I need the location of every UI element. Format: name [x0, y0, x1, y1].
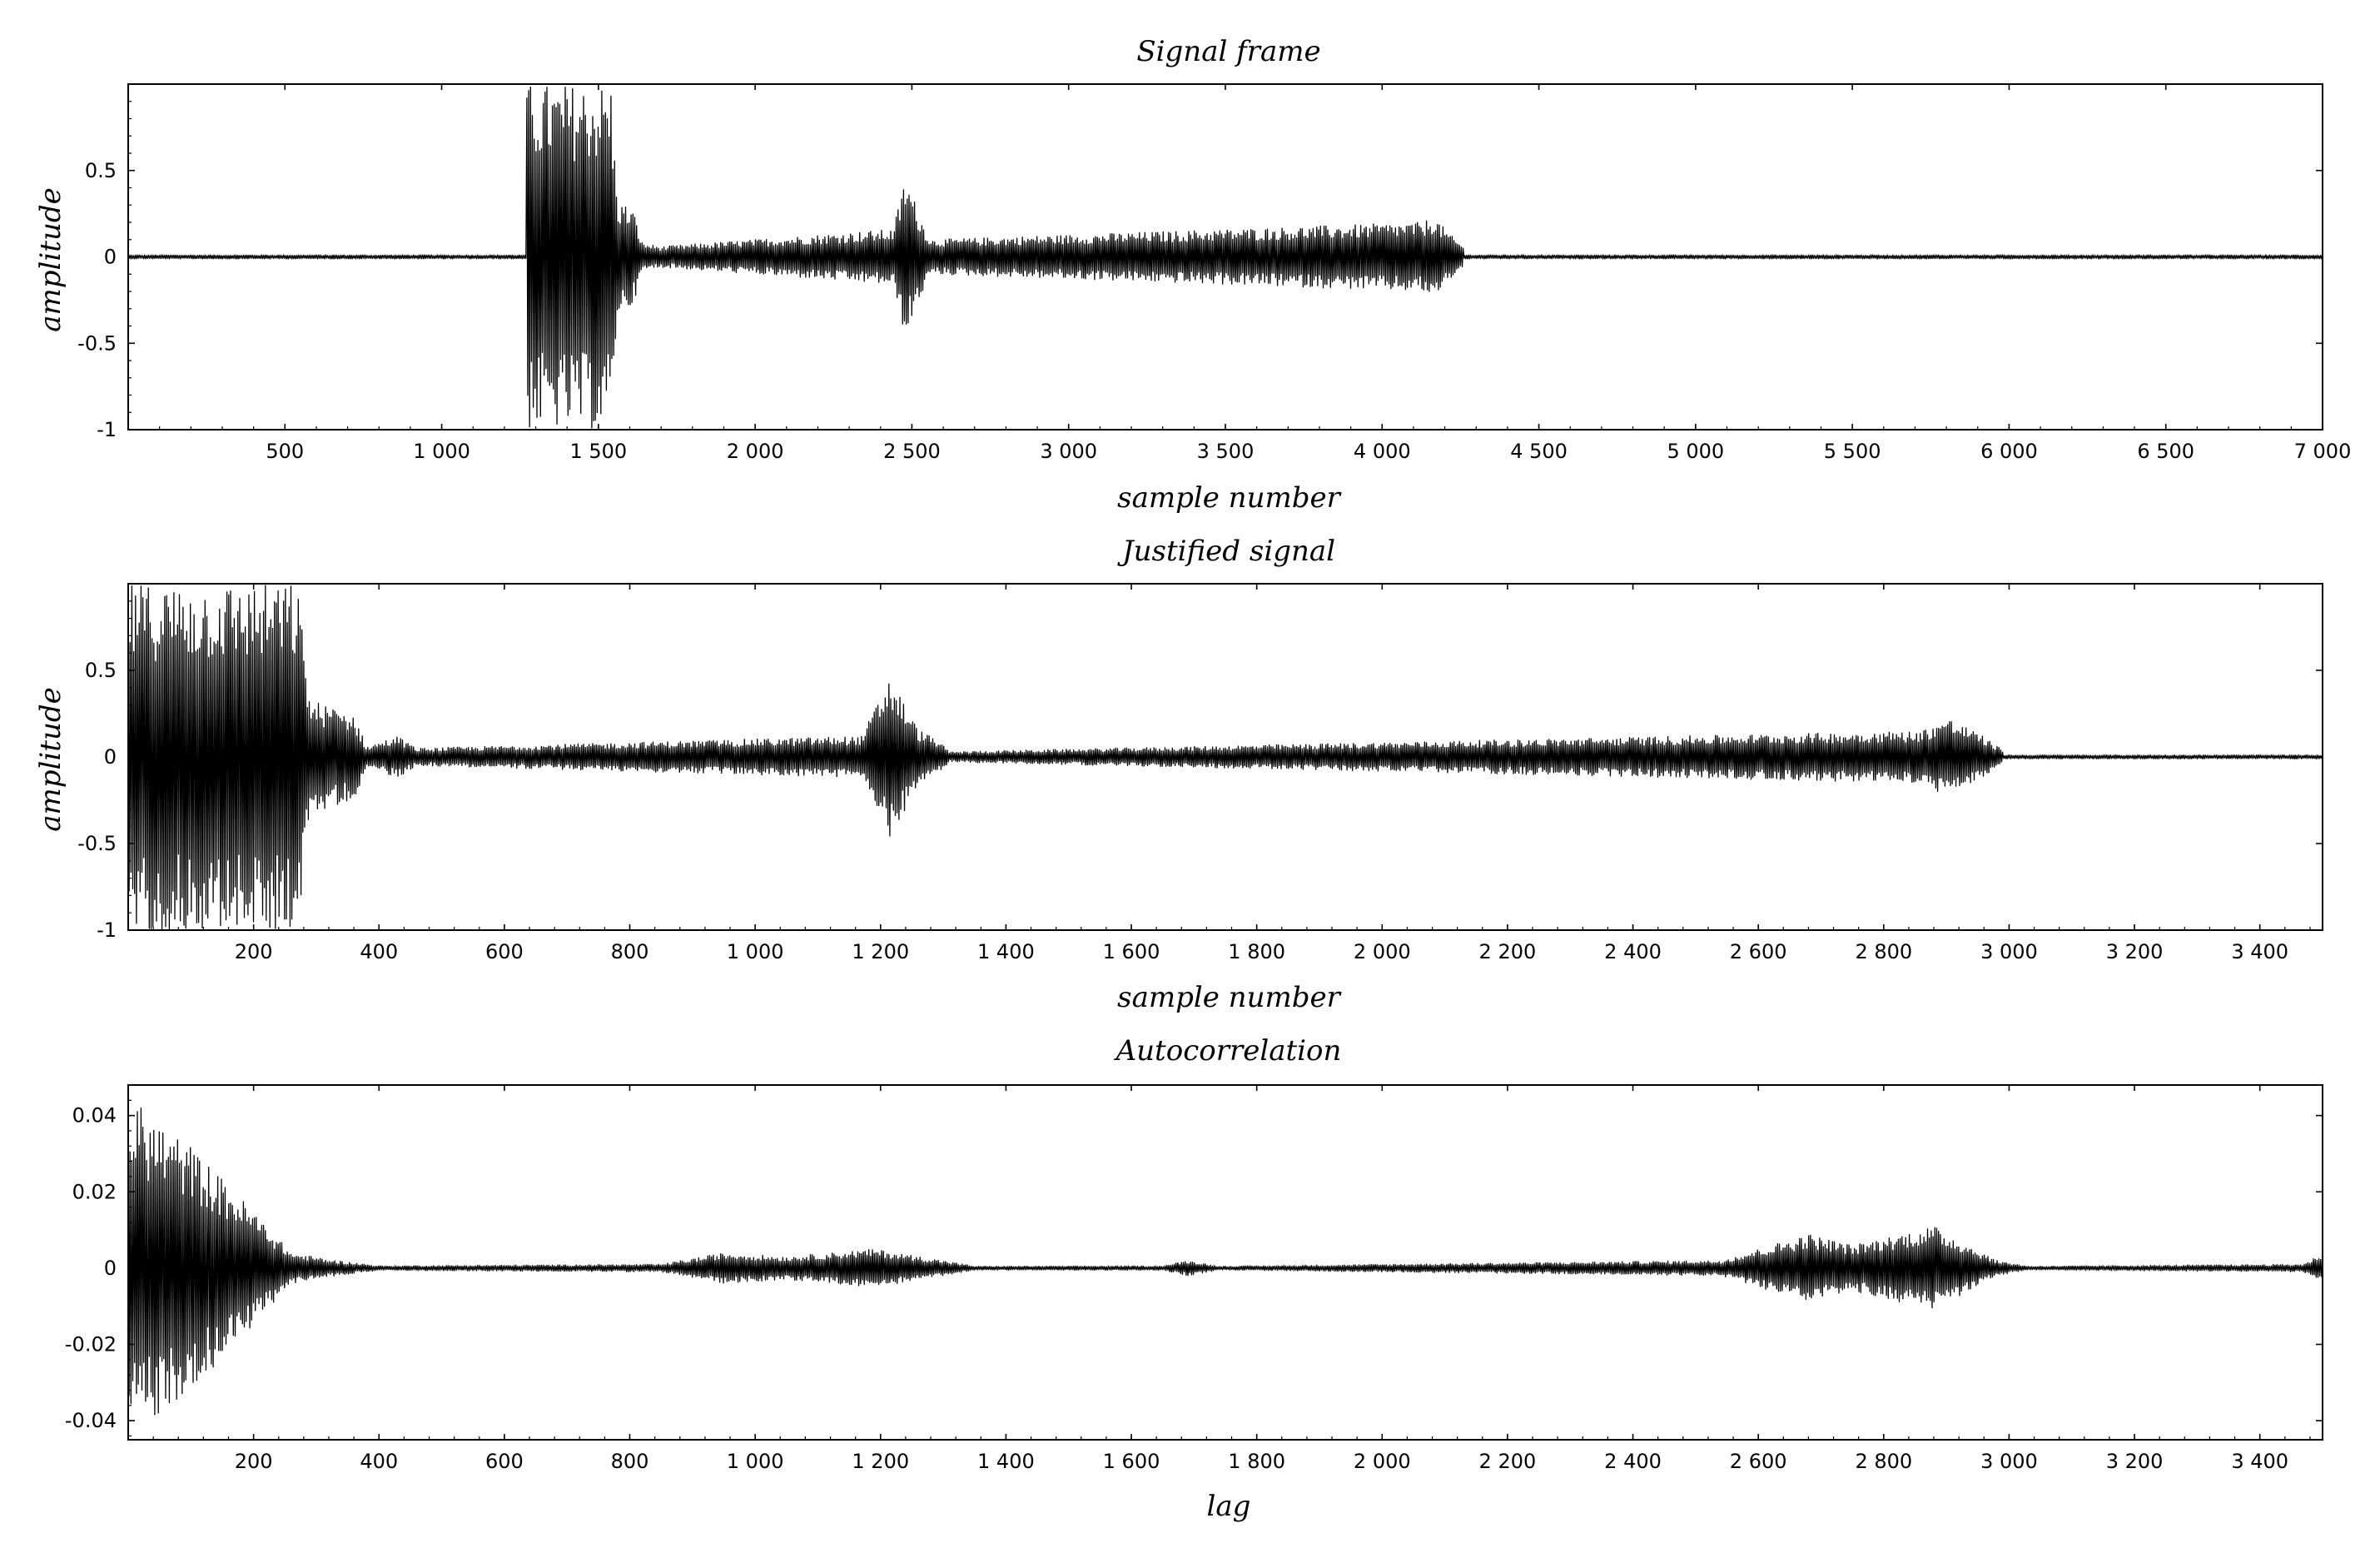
justified-signal-xtick-label: 2 400 [1604, 940, 1662, 963]
justified-signal-xtick-label: 3 000 [1980, 940, 2038, 963]
autocorrelation-xtick-label: 800 [611, 1450, 649, 1473]
justified-signal-xtick-label: 3 200 [2106, 940, 2164, 963]
justified-signal-xtick-label: 1 600 [1103, 940, 1160, 963]
justified-signal-xtick-label: 2 600 [1730, 940, 1787, 963]
signal-frame-axes-frame [127, 83, 2323, 431]
signal-frame-trace-0 [128, 86, 2323, 429]
justified-signal-trace-0 [128, 585, 2323, 930]
justified-signal-xtick-label: 600 [485, 940, 524, 963]
justified-signal-xlabel: sample number [1117, 981, 1341, 1014]
signal-frame-title: Signal frame [1136, 35, 1320, 68]
autocorrelation-xtick-label: 3 400 [2231, 1450, 2288, 1473]
justified-signal-ytick-label: 0.5 [85, 659, 117, 682]
justified-signal-xtick-label: 1 200 [852, 940, 909, 963]
autocorrelation-xtick-label: 200 [235, 1450, 273, 1473]
justified-signal-xtick-label: 2 200 [1479, 940, 1537, 963]
justified-signal-xtick-label: 2 800 [1855, 940, 1912, 963]
justified-signal-plot-area: 200 400 600 800 1 000 1 200 1 400 1 600 1 800 2 0… [77, 584, 2323, 963]
autocorrelation-xtick-label: 2 200 [1479, 1450, 1537, 1473]
autocorrelation-ytick-label: -0.02 [65, 1332, 117, 1356]
signal-frame-ytick-label: -1 [97, 418, 117, 441]
signal-frame-xtick-label: 6 500 [2137, 440, 2194, 463]
autocorrelation-xtick-label: 3 200 [2106, 1450, 2164, 1473]
signal-frame-ytick-label: 0.5 [85, 159, 117, 182]
autocorrelation-xtick-label: 1 200 [852, 1450, 909, 1473]
justified-signal-panel: Justified signal amplitude sample number… [34, 535, 2323, 1014]
justified-signal-ylabel: amplitude [34, 687, 67, 831]
autocorrelation-xtick-label: 2 600 [1730, 1450, 1787, 1473]
autocorrelation-plot-area: 200 400 600 800 1 000 1 200 1 400 1 600 1 800 2 0… [65, 1085, 2323, 1473]
autocorrelation-xtick-label: 2 400 [1604, 1450, 1662, 1473]
autocorrelation-xtick-label: 1 600 [1103, 1450, 1160, 1473]
signal-frame-xtick-label: 5 000 [1667, 440, 1724, 463]
justified-signal-ytick-label: -0.5 [77, 832, 117, 855]
autocorrelation-xtick-label: 2 000 [1354, 1450, 1411, 1473]
justified-signal-xtick-label: 400 [360, 940, 398, 963]
signal-frame-xtick-label: 5 500 [1824, 440, 1881, 463]
signal-frame-plot-area: 500 1 000 1 500 2 000 2 500 3 000 3 500 4 000 4 … [77, 84, 2351, 463]
autocorrelation-xtick-label: 2 800 [1855, 1450, 1912, 1473]
signal-frame-ytick-label: 0 [104, 246, 117, 269]
signal-frame-xtick-label: 500 [266, 440, 304, 463]
justified-signal-ytick-label: -1 [97, 918, 117, 942]
autocorrelation-ytick-label: 0.02 [72, 1180, 117, 1203]
signal-frame-xtick-label: 3 500 [1197, 440, 1255, 463]
autocorrelation-xtick-label: 600 [485, 1450, 524, 1473]
signal-frame-panel: Signal frame amplitude sample number 500… [34, 35, 2351, 515]
autocorrelation-trace-0 [128, 1107, 2323, 1416]
signal-frame-xtick-label: 1 500 [569, 440, 627, 463]
justified-signal-xtick-label: 800 [611, 940, 649, 963]
signal-frame-xtick-label: 2 000 [727, 440, 784, 463]
signal-frame-xtick-label: 2 500 [883, 440, 941, 463]
justified-signal-title: Justified signal [1117, 535, 1335, 568]
signal-frame-xlabel: sample number [1117, 481, 1341, 515]
signal-frame-xtick-label: 7 000 [2294, 440, 2352, 463]
signal-frame-xtick-label: 6 000 [1980, 440, 2038, 463]
signal-frame-xtick-label: 4 000 [1354, 440, 1411, 463]
autocorrelation-ytick-label: -0.04 [65, 1409, 117, 1432]
autocorrelation-axes-frame [127, 1084, 2323, 1441]
signal-frame-ytick-label: -0.5 [77, 331, 117, 355]
autocorrelation-title: Autocorrelation [1114, 1034, 1342, 1068]
autocorrelation-ytick-label: 0.04 [72, 1104, 117, 1127]
signal-frame-ylabel: amplitude [34, 187, 67, 331]
autocorrelation-ytick-label: 0 [104, 1257, 117, 1280]
justified-signal-xtick-label: 1 800 [1228, 940, 1285, 963]
justified-signal-xtick-label: 200 [235, 940, 273, 963]
autocorrelation-xtick-label: 3 000 [1980, 1450, 2038, 1473]
signal-frame-xtick-label: 1 000 [413, 440, 470, 463]
justified-signal-xtick-label: 2 000 [1354, 940, 1411, 963]
signal-frame-xtick-label: 4 500 [1510, 440, 1568, 463]
justified-signal-xtick-label: 1 400 [977, 940, 1035, 963]
justified-signal-axes-frame [127, 583, 2323, 931]
justified-signal-ytick-label: 0 [104, 745, 117, 769]
justified-signal-xtick-label: 3 400 [2231, 940, 2288, 963]
autocorrelation-xtick-label: 400 [360, 1450, 398, 1473]
autocorrelation-xlabel: lag [1207, 1490, 1251, 1523]
autocorrelation-panel: Autocorrelation lag 200 400 600 800 1 000 1 2… [65, 1034, 2323, 1523]
autocorrelation-xtick-label: 1 800 [1228, 1450, 1285, 1473]
signal-frame-xtick-label: 3 000 [1040, 440, 1097, 463]
justified-signal-xtick-label: 1 000 [727, 940, 784, 963]
autocorrelation-xtick-label: 1 000 [727, 1450, 784, 1473]
autocorrelation-xtick-label: 1 400 [977, 1450, 1035, 1473]
